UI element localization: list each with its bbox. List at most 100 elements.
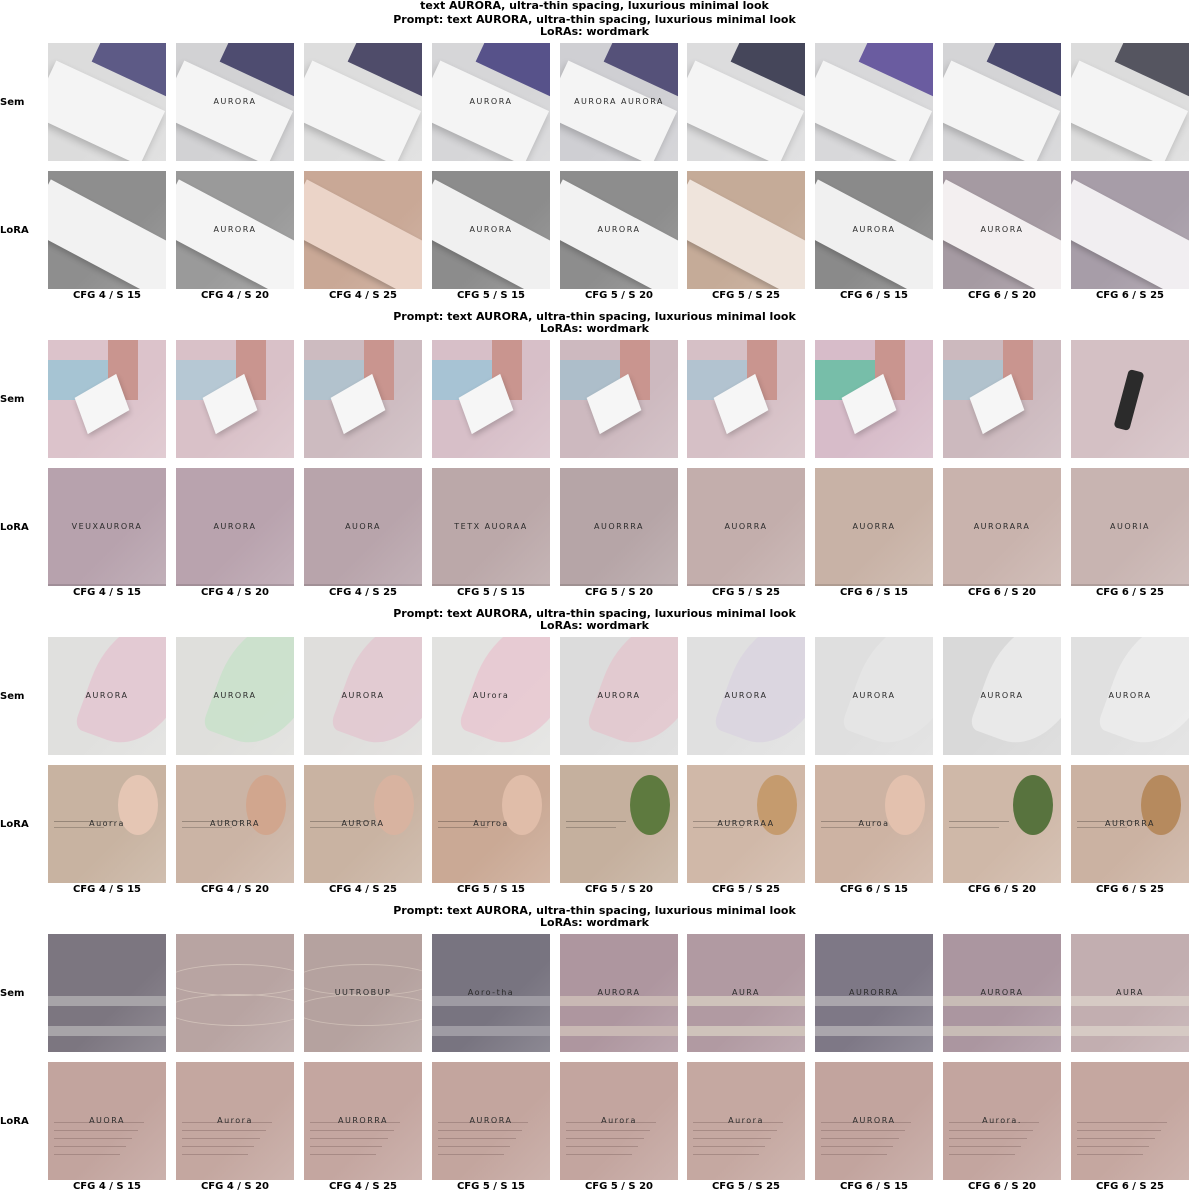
tile-shape [1141, 775, 1181, 835]
column-caption: CFG 6 / S 20 [967, 1181, 1037, 1192]
prompt-text: Prompt: text AURORA, ultra-thin spacing,… [393, 904, 796, 917]
tile-shape [304, 179, 422, 289]
wordmark-text: AURORA [213, 522, 257, 532]
tile-row-lora: Auorra AURORRA AURORA Aurroa AURORRAA Auroa AU… [48, 765, 1189, 883]
image-tile: AURORA [560, 171, 678, 289]
tile-shape [438, 827, 488, 828]
image-tile: AURORA [432, 171, 550, 289]
image-tile: AURORRA [176, 765, 294, 883]
image-tile: Auorra [48, 765, 166, 883]
wordmark-text: AURORA [213, 225, 257, 235]
column-caption: CFG 5 / S 15 [456, 884, 526, 895]
tile-shape [560, 584, 678, 586]
image-tile [815, 43, 933, 161]
image-tile: AURORA [176, 171, 294, 289]
tile-shape [54, 1130, 138, 1131]
image-tile: TETX AUORAA [432, 468, 550, 586]
image-tile: AUORIA [1071, 468, 1189, 586]
caption-row: CFG 4 / S 15 CFG 4 / S 20 CFG 4 / S 25 CFG … [48, 290, 1189, 302]
tile-shape [949, 827, 999, 828]
image-tile: AURORA [943, 934, 1061, 1052]
tile-shape [693, 1130, 777, 1131]
image-tile: AURORA [943, 637, 1061, 755]
wordmark-text: AURORA [341, 819, 385, 829]
wordmark-text: Auroa [858, 819, 890, 829]
wordmark-text: VEUXAURORA [71, 522, 143, 532]
image-tile [1071, 43, 1189, 161]
wordmark-text: AURORA [980, 225, 1024, 235]
tile-shape [48, 1026, 166, 1036]
column-caption: CFG 5 / S 15 [456, 290, 526, 301]
image-tile [1071, 171, 1189, 289]
tile-shape [693, 1154, 759, 1155]
image-tile: AURORA [687, 637, 805, 755]
column-caption: CFG 6 / S 20 [967, 587, 1037, 598]
wordmark-text: AURORRA [1105, 819, 1155, 829]
tile-shape [310, 1146, 382, 1147]
tile-shape [693, 1122, 783, 1123]
tile-shape [560, 996, 678, 1006]
tile-shape [438, 821, 498, 822]
tile-shape [821, 827, 871, 828]
image-tile: Aurora [176, 1062, 294, 1180]
column-caption: CFG 4 / S 25 [328, 587, 398, 598]
tile-shape [310, 1154, 376, 1155]
tile-shape [1071, 584, 1189, 586]
wordmark-text: Aoro-tha [467, 988, 515, 998]
tile-shape [566, 1154, 632, 1155]
image-tile [1071, 1062, 1189, 1180]
wordmark-text: AUORA [89, 1116, 125, 1126]
tile-shape [949, 1146, 1021, 1147]
column-caption: CFG 5 / S 20 [584, 1181, 654, 1192]
tile-row-sem: AURORA AURORA AURORA AUrora AURORA AURORA AURO… [48, 637, 1189, 755]
column-caption: CFG 5 / S 20 [584, 587, 654, 598]
tile-shape [54, 1122, 144, 1123]
image-tile: AUORRA [815, 468, 933, 586]
tile-shape [182, 821, 242, 822]
block-3: Prompt: text AURORA, ultra-thin spacing,… [0, 608, 1189, 905]
tile-shape [438, 1146, 510, 1147]
tile-shape [182, 1130, 266, 1131]
column-caption: CFG 6 / S 20 [967, 290, 1037, 301]
column-caption: CFG 4 / S 20 [200, 1181, 270, 1192]
loras-text: LoRAs: wordmark [540, 25, 649, 38]
tile-shape [949, 1154, 1015, 1155]
tile-shape [687, 584, 805, 586]
tile-shape [182, 827, 232, 828]
wordmark-text: AURORA [980, 988, 1024, 998]
image-tile [48, 43, 166, 161]
tile-shape [432, 996, 550, 1006]
tile-shape [815, 1026, 933, 1036]
image-tile [304, 340, 422, 458]
tile-shape [821, 1154, 887, 1155]
column-caption: CFG 5 / S 25 [711, 884, 781, 895]
column-caption: CFG 4 / S 25 [328, 884, 398, 895]
prompt-text: Prompt: text AURORA, ultra-thin spacing,… [393, 13, 796, 26]
column-caption: CFG 6 / S 20 [967, 884, 1037, 895]
column-caption: CFG 6 / S 25 [1095, 884, 1165, 895]
block-1: Prompt: text AURORA, ultra-thin spacing,… [0, 14, 1189, 311]
image-tile: AUORA [48, 1062, 166, 1180]
wordmark-text: AUORRRA [594, 522, 644, 532]
tile-shape [687, 1026, 805, 1036]
tile-shape [757, 775, 797, 835]
wordmark-text: Aurora [217, 1116, 253, 1126]
block-header: Prompt: text AURORA, ultra-thin spacing,… [0, 311, 1189, 335]
tile-shape [943, 584, 1061, 586]
image-tile [48, 340, 166, 458]
image-tile: AURORA [1071, 637, 1189, 755]
tile-shape [54, 1154, 120, 1155]
tile-shape [1071, 1026, 1189, 1036]
tile-shape [1071, 179, 1189, 289]
column-caption: CFG 4 / S 20 [200, 884, 270, 895]
image-tile: Aurroa [432, 765, 550, 883]
image-tile: AURORA [815, 637, 933, 755]
image-tile [432, 340, 550, 458]
image-tile: AURORA [48, 637, 166, 755]
tile-shape [1077, 1146, 1149, 1147]
tile-shape [502, 775, 542, 835]
caption-row: CFG 4 / S 15 CFG 4 / S 20 CFG 4 / S 25 CFG … [48, 587, 1189, 599]
wordmark-text: AURORA [1108, 691, 1152, 701]
tile-row-sem: AURORA AURORA AURORA AURORA [48, 43, 1189, 161]
image-tile: AURORA [560, 934, 678, 1052]
